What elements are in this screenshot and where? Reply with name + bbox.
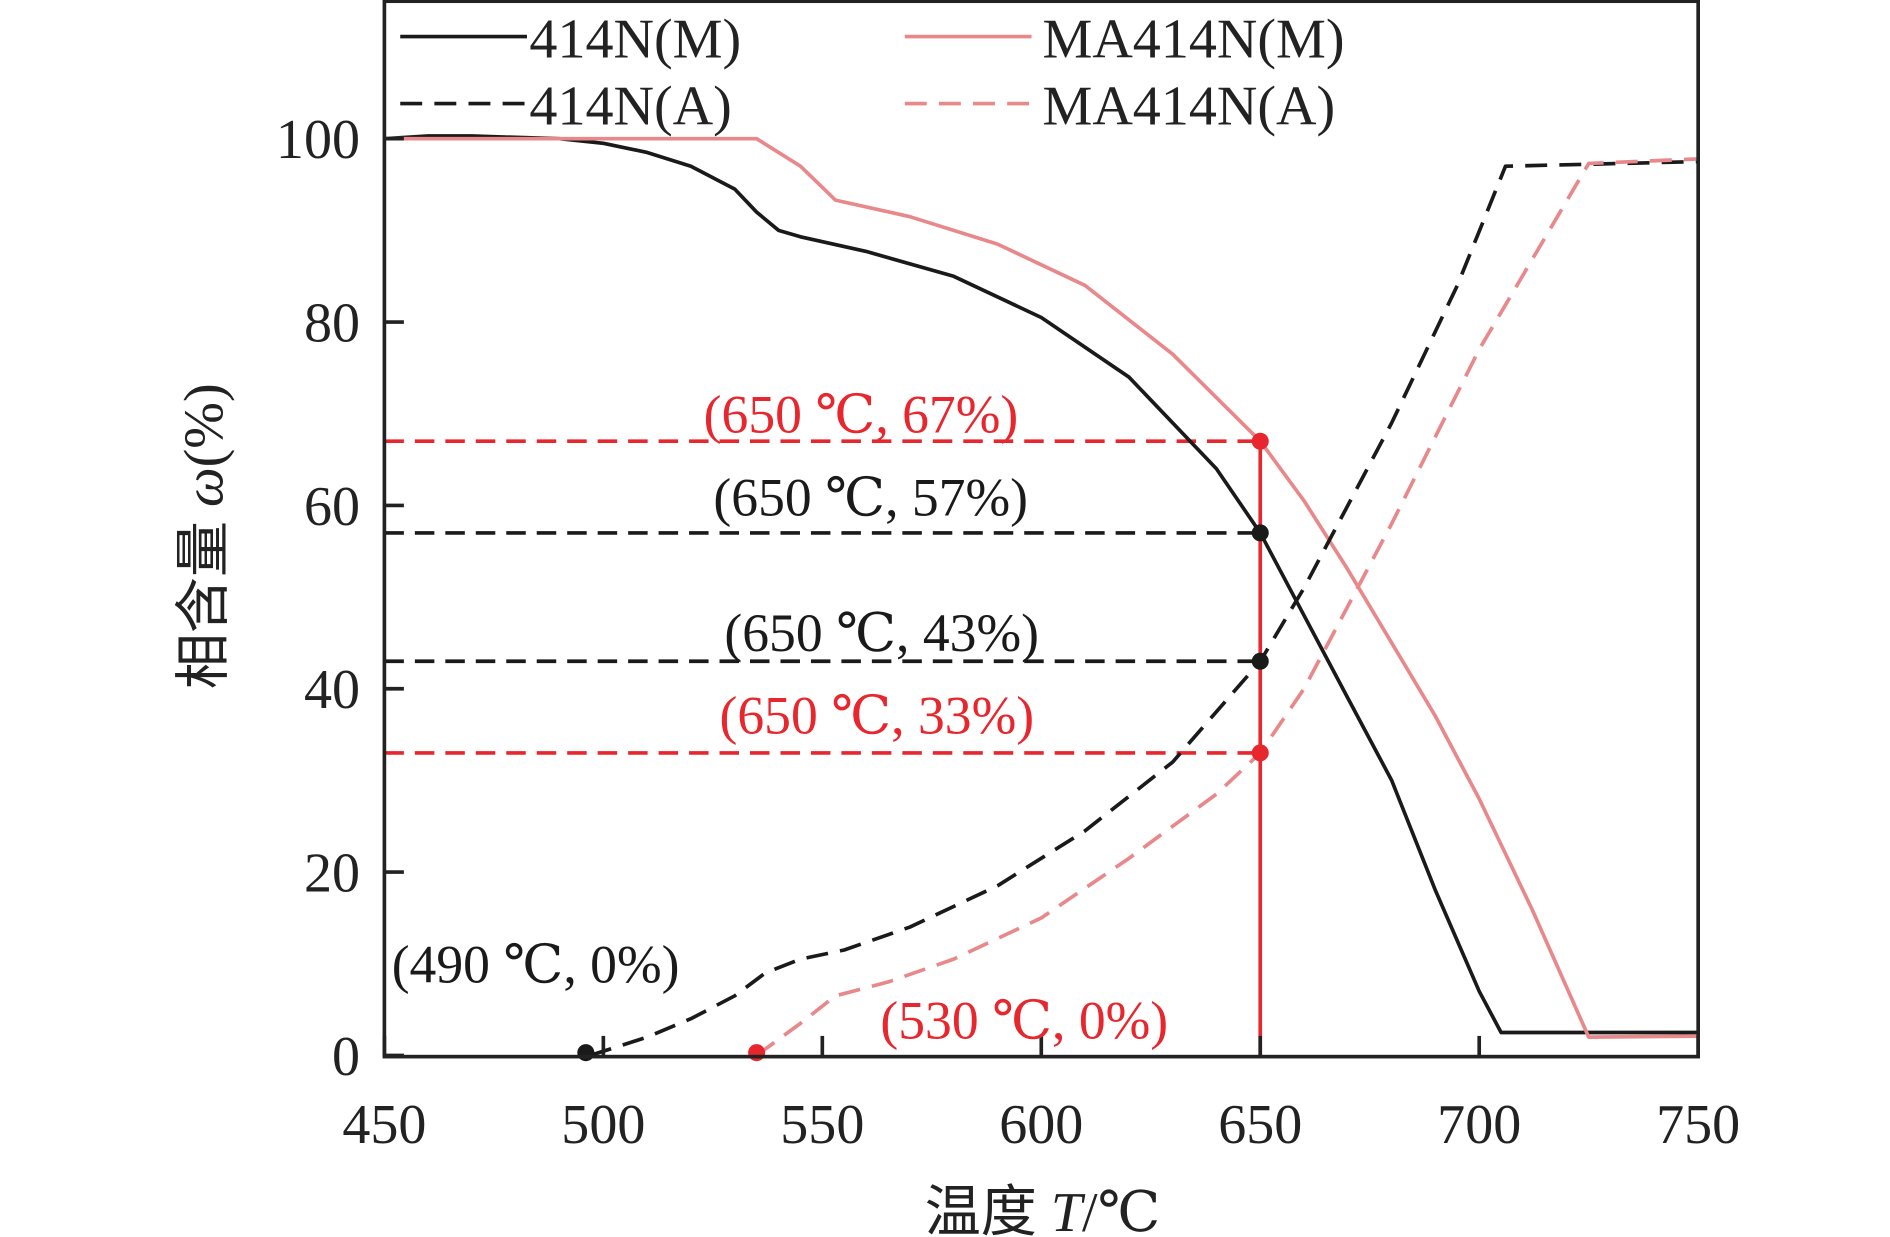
annotation-530-0: (530 ℃, 0%) [880,990,1168,1050]
series-line-414N-M [384,134,1699,1035]
data-point-650-57 [1251,524,1269,542]
x-tick-label: 500 [561,1094,645,1156]
y-tick-label: 60 [304,476,360,538]
legend-label-MA414N-M: MA414N(M) [1042,8,1344,70]
annotation-650-67: (650 ℃, 67%) [704,385,1019,445]
y-tick-label: 0 [332,1026,360,1088]
y-axis-label: 相含量 ω(%) [173,383,235,689]
x-tick-label: 450 [342,1094,426,1156]
x-axis-label: 温度 T/℃ [925,1182,1161,1237]
x-tick-label: 750 [1656,1094,1740,1156]
y-tick-label: 100 [276,109,360,171]
series-lines [384,134,1699,1058]
legend-label-414N-A: 414N(A) [529,75,731,137]
legend-label-414N-M: 414N(M) [529,8,741,70]
data-point-496-0 [577,1044,595,1062]
x-tick-label: 600 [999,1094,1083,1156]
series-line-MA414N-M [384,136,1699,1039]
data-point-650-33 [1251,744,1269,762]
y-tick-label: 40 [304,659,360,721]
annotation-650-33: (650 ℃, 33%) [720,686,1035,746]
y-tick-label: 80 [304,293,360,355]
x-tick-label: 650 [1218,1094,1302,1156]
legend-label-MA414N-A: MA414N(A) [1042,75,1335,137]
axis-ticks: 450 500 550 600 650 700 750 0 20 40 60 80 100 [276,109,1740,1156]
annotation-490-0: (490 ℃, 0%) [392,934,680,994]
plot-frame [382,0,1700,1059]
annotation-650-57: (650 ℃, 57%) [713,468,1028,528]
legend: 414N(M) 414N(A) MA414N(M) MA414N(A) [400,8,1345,137]
data-point-535-0 [748,1044,766,1062]
y-tick-label: 20 [304,843,360,905]
series-line-MA414N-A [755,157,1699,1057]
x-tick-label: 700 [1437,1094,1521,1156]
data-point-650-43 [1251,652,1269,670]
x-tick-label: 550 [780,1094,864,1156]
annotation-650-43: (650 ℃, 43%) [724,603,1039,663]
series-line-414N-A [589,159,1699,1058]
data-point-650-67 [1251,432,1269,450]
